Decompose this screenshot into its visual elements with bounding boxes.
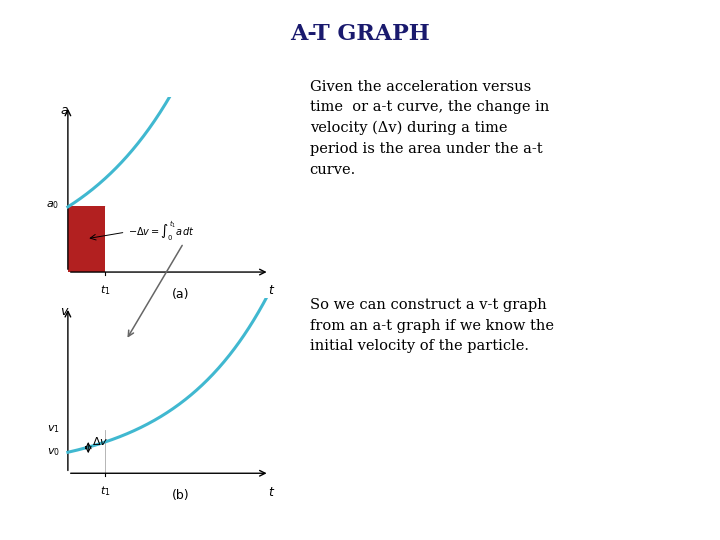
Bar [68, 206, 105, 272]
Text: ALWAYS LEARNING: ALWAYS LEARNING [14, 513, 87, 522]
Text: $a$: $a$ [60, 104, 69, 117]
Text: R.C. Hibbeler: R.C. Hibbeler [76, 523, 125, 531]
Text: $v_0$: $v_0$ [47, 447, 60, 458]
Text: Dynamics, Fourteenth Edition: Dynamics, Fourteenth Edition [76, 512, 189, 521]
Text: $v_1$: $v_1$ [47, 423, 60, 435]
Text: A-T GRAPH: A-T GRAPH [290, 23, 430, 45]
Text: $t$: $t$ [268, 485, 275, 498]
Text: (b): (b) [172, 489, 190, 502]
Text: $\Delta v$: $\Delta v$ [92, 435, 108, 447]
Text: $t_1$: $t_1$ [99, 484, 110, 498]
Text: PEARSON: PEARSON [608, 511, 702, 528]
Text: All rights reserved.: All rights reserved. [511, 521, 584, 530]
Text: $t$: $t$ [268, 284, 275, 298]
Text: (a): (a) [172, 288, 190, 301]
Text: So we can construct a v-t graph
from an a-t graph if we know the
initial velocit: So we can construct a v-t graph from an … [310, 298, 554, 354]
Text: Copyright ©2016 by Pearson Education, Inc.: Copyright ©2016 by Pearson Education, In… [511, 509, 682, 518]
Text: $v$: $v$ [60, 305, 70, 318]
Text: $-\Delta v = \int_0^{t_1} a\, dt$: $-\Delta v = \int_0^{t_1} a\, dt$ [127, 219, 194, 242]
Text: $t_1$: $t_1$ [99, 284, 110, 297]
Text: Given the acceleration versus
time  or a-t curve, the change in
velocity (Δv) du: Given the acceleration versus time or a-… [310, 79, 549, 177]
Text: $a_0$: $a_0$ [47, 200, 60, 212]
